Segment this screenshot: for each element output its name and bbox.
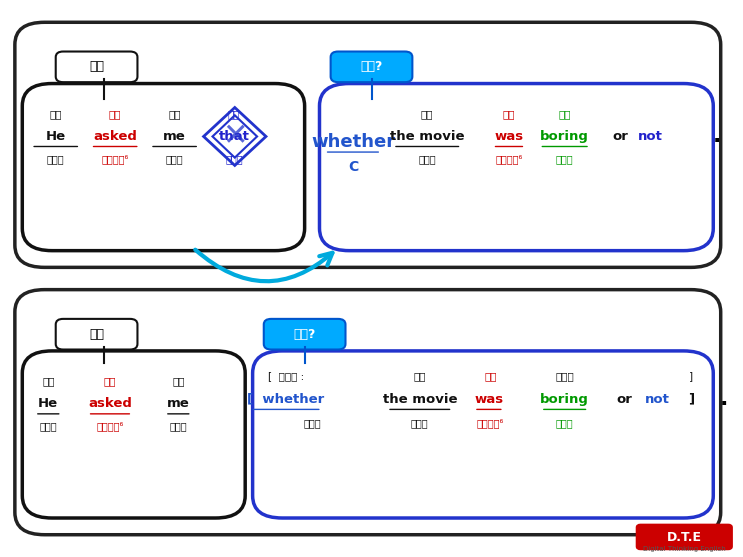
Text: 주어: 주어 <box>42 377 54 387</box>
Text: [  명사절 :: [ 명사절 : <box>268 371 304 381</box>
Text: 접속사: 접속사 <box>303 418 321 428</box>
Text: 무엇?: 무엇? <box>293 328 316 341</box>
Text: me: me <box>167 397 189 411</box>
Text: .: . <box>713 126 721 146</box>
Text: 동사: 동사 <box>104 377 116 387</box>
Text: 동사: 동사 <box>484 371 496 381</box>
Text: [  whether: [ whether <box>247 393 325 406</box>
Text: 주어: 주어 <box>414 371 426 381</box>
Text: asked: asked <box>93 130 137 143</box>
Text: He: He <box>38 397 59 411</box>
Text: 동사: 동사 <box>503 109 515 119</box>
Text: boring: boring <box>540 393 589 406</box>
FancyArrowPatch shape <box>195 250 332 281</box>
Text: 수식어: 수식어 <box>555 371 574 381</box>
Text: 주절: 주절 <box>89 328 104 341</box>
Text: 무엇?: 무엇? <box>360 60 383 74</box>
Text: me: me <box>163 130 186 143</box>
FancyBboxPatch shape <box>15 290 721 535</box>
FancyBboxPatch shape <box>56 319 137 350</box>
Text: 간목: 간목 <box>172 377 184 387</box>
FancyBboxPatch shape <box>637 525 732 549</box>
Text: the movie: the movie <box>383 393 457 406</box>
Text: 대명사: 대명사 <box>169 421 187 431</box>
Text: that: that <box>218 130 250 143</box>
Text: 주어: 주어 <box>421 109 433 119</box>
Text: 정형동사⁶: 정형동사⁶ <box>477 418 504 428</box>
FancyBboxPatch shape <box>22 84 305 251</box>
FancyBboxPatch shape <box>319 84 713 251</box>
Text: not: not <box>637 130 663 143</box>
Text: asked: asked <box>88 397 132 411</box>
Text: or: or <box>616 393 632 406</box>
Text: 정형동사⁶: 정형동사⁶ <box>102 154 129 164</box>
Text: was: was <box>494 130 524 143</box>
Text: C: C <box>348 160 358 174</box>
Text: 대명사: 대명사 <box>39 421 57 431</box>
Text: ✕: ✕ <box>222 122 247 151</box>
FancyBboxPatch shape <box>15 22 721 267</box>
Text: 직목: 직목 <box>228 109 240 119</box>
Text: was: was <box>474 393 504 406</box>
Text: Digital Thinking English: Digital Thinking English <box>643 546 726 551</box>
Text: 형용사: 형용사 <box>556 154 574 164</box>
Text: 정형동사⁶: 정형동사⁶ <box>97 421 123 431</box>
Text: 간목: 간목 <box>169 109 181 119</box>
Text: 정형동사⁶: 정형동사⁶ <box>496 154 522 164</box>
FancyBboxPatch shape <box>253 351 713 518</box>
Text: 형용사: 형용사 <box>556 418 574 428</box>
Text: 대명사: 대명사 <box>225 154 243 164</box>
Text: 보어: 보어 <box>559 109 571 119</box>
FancyBboxPatch shape <box>264 319 345 350</box>
Text: 명사구: 명사구 <box>411 418 429 428</box>
FancyBboxPatch shape <box>331 52 412 82</box>
Text: ]: ] <box>688 393 694 406</box>
Text: 동사: 동사 <box>109 109 121 119</box>
Text: 주어: 주어 <box>50 109 62 119</box>
Text: 대명사: 대명사 <box>47 154 65 164</box>
Text: the movie: the movie <box>390 130 464 143</box>
Text: boring: boring <box>540 130 589 143</box>
Text: D.T.E: D.T.E <box>666 531 702 544</box>
Text: or: or <box>612 130 629 143</box>
Text: not: not <box>645 393 670 406</box>
Text: 주절: 주절 <box>89 60 104 74</box>
Text: 대명사: 대명사 <box>166 154 184 164</box>
Text: whether: whether <box>311 133 395 151</box>
FancyBboxPatch shape <box>22 351 245 518</box>
Text: ]: ] <box>689 371 693 381</box>
Text: 명사구: 명사구 <box>418 154 436 164</box>
Text: He: He <box>45 130 66 143</box>
FancyBboxPatch shape <box>56 52 137 82</box>
Text: .: . <box>720 389 729 409</box>
